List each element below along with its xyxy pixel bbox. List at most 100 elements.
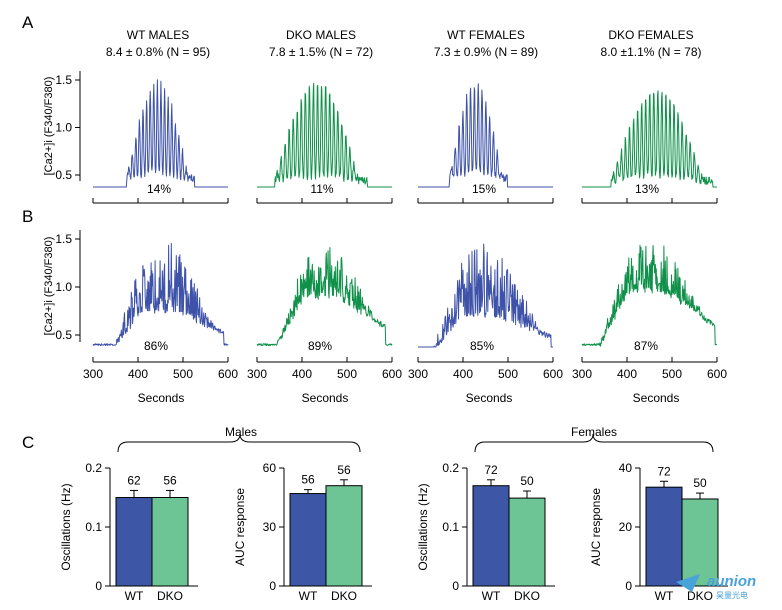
bar-n-label: 72 bbox=[484, 463, 498, 477]
bar-category-label: DKO bbox=[157, 589, 183, 603]
bar-ytick-label: 30 bbox=[263, 520, 277, 534]
row-a-ytick-0.5: 0.5 bbox=[55, 168, 72, 182]
time-tick-300-c2: 300 bbox=[247, 367, 267, 381]
bar-ytick-label: 40 bbox=[619, 461, 633, 475]
bar-ytick-label: 0 bbox=[452, 579, 459, 593]
bar-category-label: WT bbox=[482, 589, 501, 603]
trace-row-b-wt-females bbox=[417, 243, 553, 348]
panel-label-b: B bbox=[22, 207, 33, 226]
bar-chart-females-oscillations: 0.2 0.1 0 Oscillations (Hz) 72 WT 50 DKO bbox=[416, 461, 555, 603]
bar-chart-males-auc: 60 30 0 AUC response 56 WT 56 DKO bbox=[233, 461, 372, 603]
bar-wt bbox=[645, 486, 683, 587]
column-title-wt-males: WT MALES bbox=[127, 28, 189, 42]
time-tick-300-c4: 300 bbox=[572, 367, 592, 381]
group-braces bbox=[117, 433, 714, 453]
time-tick-400-c4: 400 bbox=[617, 367, 637, 381]
bar-ylabel: AUC response bbox=[233, 488, 247, 566]
time-xlabel-c3: Seconds bbox=[466, 391, 513, 405]
panel-label-a: A bbox=[22, 13, 34, 32]
bar-category-label: WT bbox=[655, 589, 674, 603]
time-axis-row-a-wt-males bbox=[92, 198, 229, 204]
time-tick-500-c1: 500 bbox=[173, 367, 193, 381]
time-tick-400-c1: 400 bbox=[128, 367, 148, 381]
bar-ytick-label: 20 bbox=[619, 520, 633, 534]
time-tick-400-c3: 400 bbox=[453, 367, 473, 381]
bar-n-label: 72 bbox=[657, 464, 671, 478]
time-xlabel-c4: Seconds bbox=[633, 391, 680, 405]
time-axis-row-b-wt-females bbox=[417, 357, 554, 363]
bar-category-label: WT bbox=[125, 589, 144, 603]
row-a-percents: 14% 11% 15% 13% bbox=[147, 182, 659, 196]
time-xlabel-c2: Seconds bbox=[302, 391, 349, 405]
bar-ytick-label: 60 bbox=[263, 461, 277, 475]
time-axis-row-a-dko-males bbox=[256, 198, 393, 204]
bar-category-label: DKO bbox=[331, 589, 357, 603]
bar-dko bbox=[681, 498, 719, 587]
bar-ytick-label: 0 bbox=[95, 579, 102, 593]
column-stats-wt-males: 8.4 ± 0.8% (N = 95) bbox=[106, 45, 210, 59]
males-brace bbox=[117, 433, 361, 453]
logo-brand-text: aunion bbox=[707, 573, 756, 590]
panel-label-c: C bbox=[22, 433, 34, 452]
aunion-logo: aunion 昊量光电 bbox=[676, 573, 756, 600]
bar-wt bbox=[472, 485, 510, 587]
bar-category-label: DKO bbox=[687, 589, 713, 603]
row-a-ylabel: [Ca2+]i (F340/F380) bbox=[43, 77, 55, 176]
time-axis-row-b-wt-males bbox=[92, 357, 229, 363]
time-axis-row-b-dko-males bbox=[256, 357, 393, 363]
trace-row-a-wt-females bbox=[417, 83, 553, 188]
time-tick-500-c3: 500 bbox=[498, 367, 518, 381]
column-title-wt-females: WT FEMALES bbox=[447, 28, 525, 42]
time-tick-500-c4: 500 bbox=[662, 367, 682, 381]
bar-charts: 0.2 0.1 0 Oscillations (Hz) 62 WT 56 DKO 60 30 0 AU… bbox=[59, 461, 728, 603]
bar-n-label: 56 bbox=[337, 463, 351, 477]
row-a-percent-dko-females: 13% bbox=[635, 182, 659, 196]
bar-chart-males-oscillations: 0.2 0.1 0 Oscillations (Hz) 62 WT 56 DKO bbox=[59, 461, 198, 603]
females-brace bbox=[474, 433, 714, 453]
time-tick-400-c2: 400 bbox=[292, 367, 312, 381]
row-b-percent-dko-females: 87% bbox=[634, 339, 658, 353]
time-axis-row-a-wt-females bbox=[417, 198, 554, 204]
bar-ytick-label: 0.1 bbox=[85, 520, 102, 534]
bar-ylabel: Oscillations (Hz) bbox=[416, 483, 430, 570]
bar-wt bbox=[289, 493, 327, 587]
bar-category-label: WT bbox=[299, 589, 318, 603]
calcium-traces bbox=[92, 79, 718, 363]
trace-row-b-dko-males bbox=[256, 247, 393, 346]
bar-chart-females-auc: 40 20 0 AUC response 72 WT 50 DKO bbox=[589, 461, 728, 603]
bar-n-label: 56 bbox=[301, 473, 315, 487]
bar-n-label: 50 bbox=[520, 474, 534, 488]
bar-n-label: 56 bbox=[163, 473, 177, 487]
time-axis-row-a-dko-females bbox=[581, 198, 718, 204]
time-tick-500-c2: 500 bbox=[337, 367, 357, 381]
time-tick-600-c3: 600 bbox=[543, 367, 563, 381]
logo-mark-icon bbox=[676, 574, 700, 592]
row-b-ytick-1.0: 1.0 bbox=[55, 280, 72, 294]
trace-row-b-wt-males bbox=[92, 242, 229, 346]
trace-row-a-dko-males bbox=[256, 82, 393, 188]
row-b-percents: 86% 89% 85% 87% bbox=[144, 339, 658, 353]
row-b-percent-dko-males: 89% bbox=[308, 339, 332, 353]
males-group-label: Males bbox=[225, 425, 257, 439]
trace-row-a-dko-females bbox=[582, 90, 717, 188]
bar-ytick-label: 0.2 bbox=[442, 461, 459, 475]
bar-n-label: 50 bbox=[693, 476, 707, 490]
column-title-dko-females: DKO FEMALES bbox=[608, 28, 693, 42]
bar-ylabel: Oscillations (Hz) bbox=[59, 483, 73, 570]
time-tick-600-c2: 600 bbox=[382, 367, 402, 381]
bar-ytick-label: 0 bbox=[269, 579, 276, 593]
bar-n-label: 62 bbox=[127, 473, 141, 487]
bar-wt bbox=[115, 497, 153, 587]
column-titles: WT MALES 8.4 ± 0.8% (N = 95) DKO MALES 7… bbox=[106, 28, 702, 59]
row-b-ytick-0.5: 0.5 bbox=[55, 328, 72, 342]
row-b-ytick-1.5: 1.5 bbox=[55, 232, 72, 246]
row-b-percent-wt-females: 85% bbox=[470, 339, 494, 353]
females-group-label: Females bbox=[571, 425, 617, 439]
trace-row-b-dko-females bbox=[581, 244, 718, 347]
bar-category-label: DKO bbox=[514, 589, 540, 603]
row-a-percent-wt-females: 15% bbox=[472, 182, 496, 196]
row-a-ytick-1.0: 1.0 bbox=[55, 121, 72, 135]
row-b-ylabel: [Ca2+]i (F340/F380) bbox=[43, 237, 55, 336]
row-a-y-axis: 1.5 1.0 0.5 [Ca2+]i (F340/F380) bbox=[43, 71, 81, 182]
